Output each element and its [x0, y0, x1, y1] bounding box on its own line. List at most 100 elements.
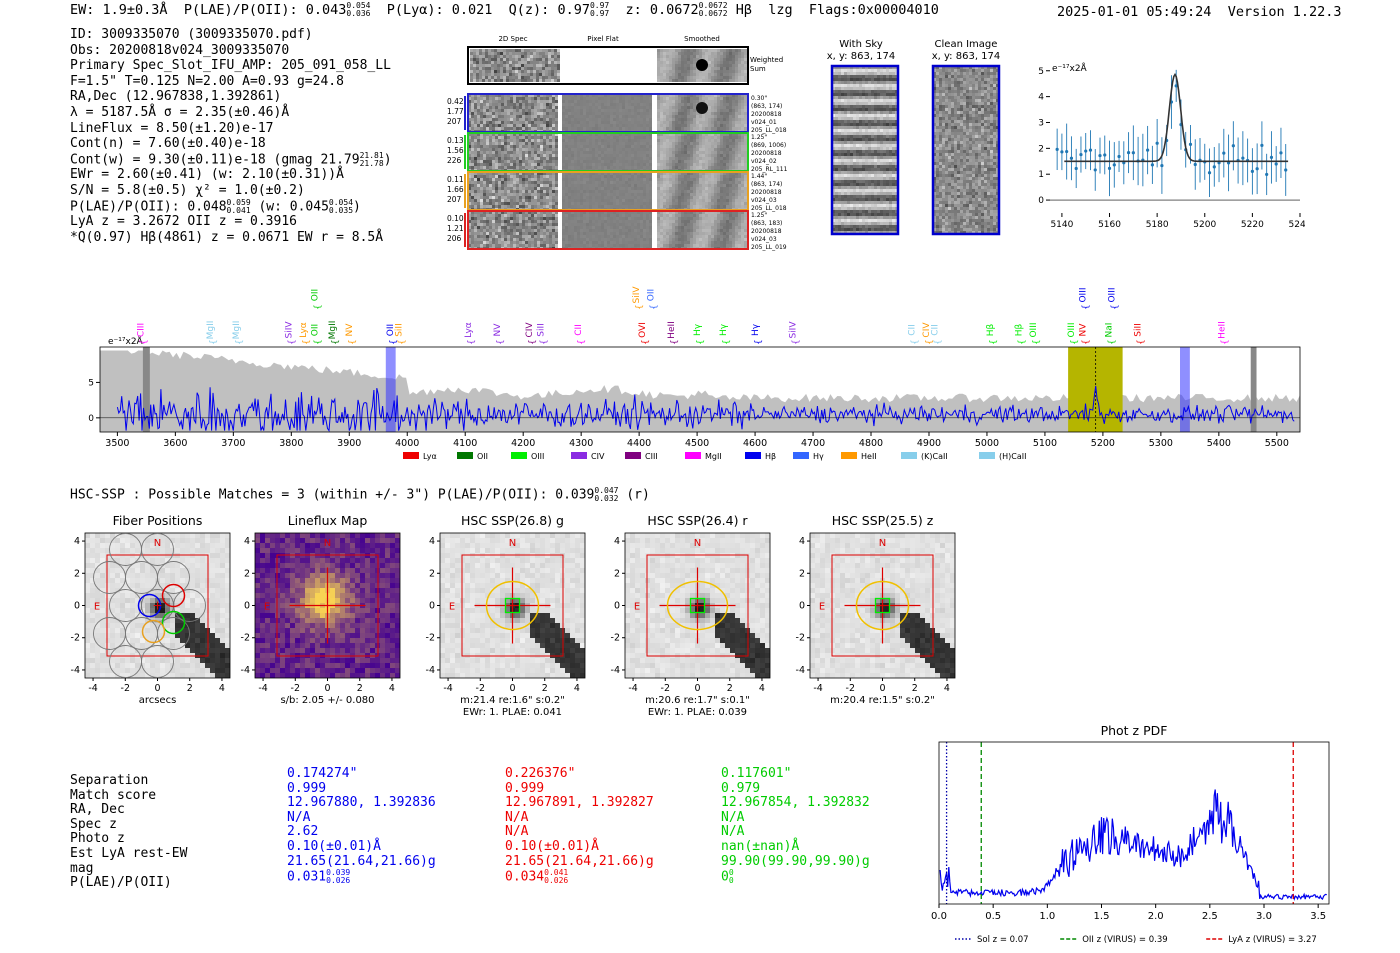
pixel	[555, 235, 558, 238]
pixel	[507, 97, 510, 100]
pixel	[738, 145, 741, 148]
pixel	[714, 61, 717, 64]
pixel	[552, 190, 555, 193]
pixel	[702, 121, 705, 124]
pixel	[672, 154, 675, 157]
pixel	[545, 52, 548, 55]
pixel	[616, 100, 619, 103]
pixel	[666, 55, 669, 58]
pixel	[732, 76, 735, 79]
pixel	[720, 115, 723, 118]
pixel	[533, 76, 536, 79]
pixel	[622, 211, 625, 214]
pixel	[619, 142, 622, 145]
pixel	[669, 133, 672, 136]
pixel	[549, 103, 552, 106]
pixel	[604, 160, 607, 163]
pixel	[744, 184, 747, 187]
pixel	[571, 241, 574, 244]
pixel	[649, 178, 652, 181]
pixel	[498, 178, 501, 181]
pixel	[693, 79, 696, 82]
pixel	[660, 187, 663, 190]
pixel	[531, 148, 534, 151]
pixel	[714, 154, 717, 157]
pixel	[625, 127, 628, 130]
pixel	[702, 151, 705, 154]
pixel	[498, 214, 501, 217]
pixel	[485, 79, 488, 82]
pixel	[601, 124, 604, 127]
pixel	[640, 220, 643, 223]
pixel	[669, 157, 672, 160]
pixel	[690, 115, 693, 118]
pixel	[604, 118, 607, 121]
pixel	[510, 139, 513, 142]
pixel	[622, 193, 625, 196]
pixel	[708, 163, 711, 166]
pixel	[741, 136, 744, 139]
pixel	[646, 187, 649, 190]
pixel	[473, 52, 476, 55]
pixel	[507, 193, 510, 196]
pixel	[672, 97, 675, 100]
pixel	[525, 112, 528, 115]
pixel	[516, 121, 519, 124]
pixel	[687, 175, 690, 178]
pixel	[744, 196, 747, 199]
pixel	[519, 205, 522, 208]
pixel	[616, 163, 619, 166]
pixel	[619, 97, 622, 100]
pixel	[675, 127, 678, 130]
pixel	[531, 121, 534, 124]
pixel	[675, 187, 678, 190]
pixel	[729, 190, 732, 193]
pixel	[555, 229, 558, 232]
pixel	[583, 184, 586, 187]
pixel	[549, 229, 552, 232]
pixel	[537, 124, 540, 127]
pixel	[711, 160, 714, 163]
pixel	[601, 196, 604, 199]
pixel	[525, 118, 528, 121]
pixel	[510, 112, 513, 115]
pixel	[613, 244, 616, 247]
pixel	[717, 166, 720, 169]
pixel	[687, 97, 690, 100]
pixel	[468, 196, 471, 199]
pixel	[643, 202, 646, 205]
pixel	[552, 142, 555, 145]
pixel	[705, 115, 708, 118]
pixel	[519, 220, 522, 223]
pixel	[622, 190, 625, 193]
pixel	[525, 124, 528, 127]
pixel	[732, 55, 735, 58]
pixel	[690, 139, 693, 142]
pixel	[741, 133, 744, 136]
pixel	[477, 187, 480, 190]
pixel	[592, 241, 595, 244]
pixel	[690, 100, 693, 103]
pixel	[640, 103, 643, 106]
pixel	[562, 133, 565, 136]
pixel	[729, 172, 732, 175]
pixel	[687, 118, 690, 121]
pixel	[589, 241, 592, 244]
pixel	[625, 163, 628, 166]
pixel	[565, 175, 568, 178]
pixel	[714, 94, 717, 97]
pixel	[625, 112, 628, 115]
pixel	[634, 235, 637, 238]
pixel	[598, 190, 601, 193]
pixel	[489, 241, 492, 244]
pixel	[474, 100, 477, 103]
pixel	[476, 73, 479, 76]
pixel	[525, 244, 528, 247]
pixel	[702, 148, 705, 151]
pixel	[483, 124, 486, 127]
pixel	[604, 109, 607, 112]
pixel	[678, 76, 681, 79]
pixel	[681, 133, 684, 136]
pixel	[625, 166, 628, 169]
pixel	[477, 124, 480, 127]
